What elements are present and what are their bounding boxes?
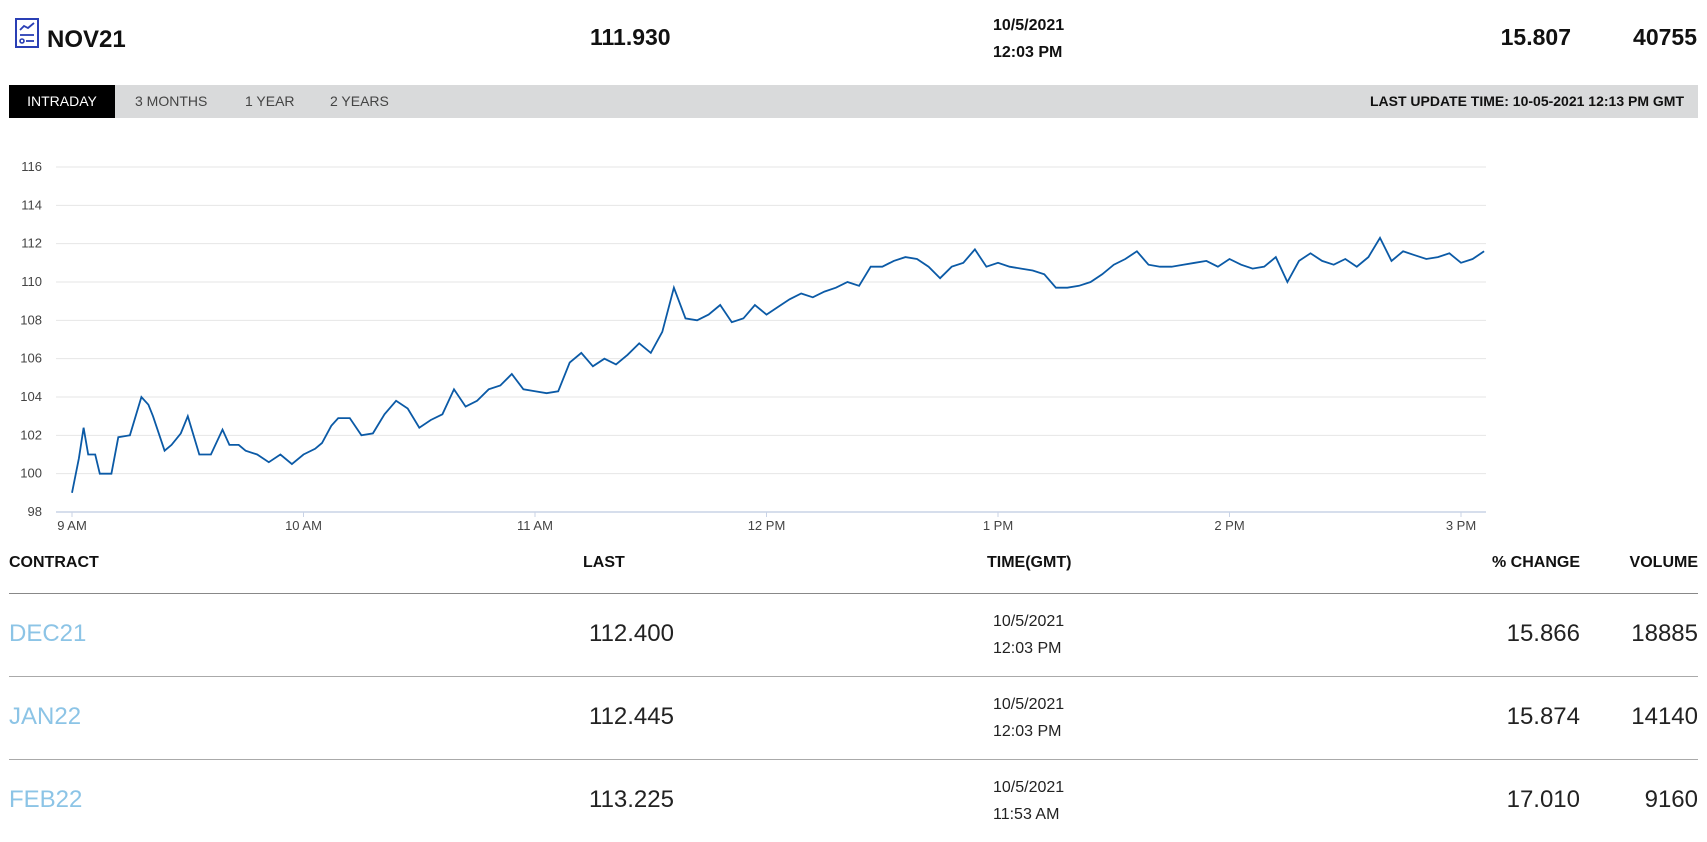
contract-symbol: NOV21 xyxy=(47,26,126,53)
contract-link[interactable]: DEC21 xyxy=(9,620,87,647)
row-time: 10/5/2021 12:03 PM xyxy=(993,691,1064,745)
y-tick-label: 108 xyxy=(20,312,42,327)
series-line xyxy=(71,236,1485,493)
row-volume: 18885 xyxy=(1631,620,1698,647)
report-document-icon xyxy=(15,18,39,48)
last-price: 111.930 xyxy=(590,24,671,50)
row-clock: 12:03 PM xyxy=(993,640,1062,657)
last-update-time: LAST UPDATE TIME: 10-05-2021 12:13 PM GM… xyxy=(1369,93,1684,109)
x-tick-label: 10 AM xyxy=(285,518,322,533)
row-volume: 9160 xyxy=(1644,786,1698,813)
header-divider xyxy=(9,593,1698,594)
col-header-volume: VOLUME xyxy=(1629,554,1698,571)
grid-layer xyxy=(56,166,1486,513)
x-tick-label: 11 AM xyxy=(517,518,553,533)
range-tab-bar: INTRADAY 3 MONTHS 1 YEAR 2 YEARS LAST UP… xyxy=(9,85,1698,118)
y-tick-label: 112 xyxy=(21,236,42,251)
y-tick-label: 104 xyxy=(20,389,42,404)
row-clock: 12:03 PM xyxy=(993,723,1062,740)
row-date: 10/5/2021 xyxy=(993,779,1065,796)
table-row: JAN22 112.445 10/5/2021 12:03 PM 15.874 … xyxy=(9,677,1698,760)
intraday-chart: 98 100 102 104 106 108 110 112 114 116 9 AM 10 AM 1… xyxy=(0,150,1707,540)
row-last: 113.225 xyxy=(589,786,674,813)
y-tick-label: 98 xyxy=(28,504,42,519)
x-tick-label: 12 PM xyxy=(748,518,786,533)
row-clock: 11:53 AM xyxy=(993,806,1060,823)
y-tick-label: 110 xyxy=(21,274,42,289)
col-header-contract: CONTRACT xyxy=(9,554,99,571)
x-axis: 9 AM 10 AM 11 AM 12 PM 1 PM 2 PM 3 PM xyxy=(57,512,1476,533)
row-date: 10/5/2021 xyxy=(993,696,1065,713)
x-tick-label: 2 PM xyxy=(1214,518,1244,533)
row-date: 10/5/2021 xyxy=(993,613,1065,630)
y-axis: 98 100 102 104 106 108 110 112 114 116 xyxy=(20,159,42,519)
row-time: 10/5/2021 11:53 AM xyxy=(993,774,1064,828)
tab-intraday[interactable]: INTRADAY xyxy=(9,85,115,118)
quote-time: 12:03 PM xyxy=(993,44,1063,61)
x-tick-label: 9 AM xyxy=(57,518,87,533)
row-last: 112.400 xyxy=(589,620,674,647)
tab-1-year[interactable]: 1 YEAR xyxy=(245,93,295,109)
row-change: 15.866 xyxy=(1506,620,1580,647)
tab-2-years[interactable]: 2 YEARS xyxy=(330,93,389,109)
x-tick-label: 3 PM xyxy=(1446,518,1476,533)
percent-change: 15.807 xyxy=(1500,24,1571,50)
row-volume: 14140 xyxy=(1631,703,1698,730)
contract-link[interactable]: JAN22 xyxy=(9,703,82,730)
col-header-time: TIME(GMT) xyxy=(987,554,1072,571)
col-header-last: LAST xyxy=(583,554,625,571)
contract-link[interactable]: FEB22 xyxy=(9,786,83,813)
table-row: FEB22 113.225 10/5/2021 11:53 AM 17.010 … xyxy=(9,760,1698,842)
quote-datetime: 10/5/2021 12:03 PM xyxy=(993,12,1064,66)
line-chart-svg: 98 100 102 104 106 108 110 112 114 116 9 AM 10 AM 1… xyxy=(20,159,1486,533)
quote-date: 10/5/2021 xyxy=(993,17,1065,34)
tab-3-months[interactable]: 3 MONTHS xyxy=(135,93,208,109)
row-change: 17.010 xyxy=(1506,786,1580,813)
row-last: 112.445 xyxy=(589,703,674,730)
row-change: 15.874 xyxy=(1506,703,1580,730)
x-tick-label: 1 PM xyxy=(983,518,1013,533)
col-header-change: % CHANGE xyxy=(1491,554,1580,571)
quote-header: NOV21 111.930 10/5/2021 12:03 PM 15.807 … xyxy=(0,0,1707,84)
y-tick-label: 100 xyxy=(20,466,42,481)
table-row: DEC21 112.400 10/5/2021 12:03 PM 15.866 … xyxy=(9,594,1698,677)
row-time: 10/5/2021 12:03 PM xyxy=(993,608,1064,662)
y-tick-label: 116 xyxy=(21,159,42,174)
y-tick-label: 114 xyxy=(21,197,42,212)
y-tick-label: 106 xyxy=(20,351,42,366)
volume: 40755 xyxy=(1633,24,1697,50)
y-tick-label: 102 xyxy=(20,427,42,442)
